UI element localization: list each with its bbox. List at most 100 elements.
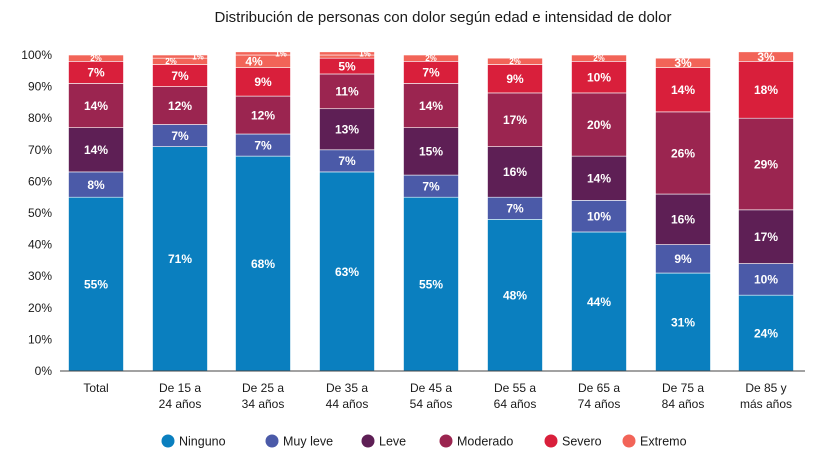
legend: Ninguno Muy leve Leve Moderado Severo Extremo <box>161 434 687 449</box>
bar-data-label: 11% <box>335 85 359 99</box>
bar-data-label: 7% <box>422 179 440 193</box>
data-labels: 55% 8% 14% 14% 7% 2% 71% 7% 12% 7% 2% 1% 68% 7% 12% 9% 4… <box>84 50 778 341</box>
bar-data-label: 68% <box>251 257 275 271</box>
bar-data-label: 10% <box>587 209 611 223</box>
bar-segment <box>68 196 124 372</box>
legend-swatch <box>361 434 375 448</box>
y-tick-label: 70% <box>28 143 52 157</box>
bar-data-label: 2% <box>425 54 437 63</box>
bar-data-label: 2% <box>593 54 605 63</box>
bar-segment <box>319 51 375 56</box>
y-tick-label: 0% <box>35 364 53 378</box>
bar-data-label: 15% <box>419 145 443 159</box>
bar-data-label: 3% <box>757 50 775 64</box>
legend-label: Extremo <box>640 435 687 449</box>
bar-data-label: 10% <box>587 70 611 84</box>
x-tick-label: De 75 a 84 años <box>662 381 705 411</box>
x-tick-label: De 25 a 34 años <box>242 381 285 411</box>
x-axis: Total De 15 a 24 años De 25 a 34 años De 35 a… <box>60 370 805 411</box>
x-tick-label: De 65 a 74 años <box>578 381 621 411</box>
bar-data-label: 44% <box>587 295 611 309</box>
bar-segment <box>235 95 291 135</box>
bar-data-label: 1% <box>275 50 287 59</box>
bar-segment <box>152 54 208 59</box>
legend-label: Ninguno <box>179 435 226 449</box>
bar-data-label: 12% <box>168 99 192 113</box>
bar-segment <box>655 272 711 372</box>
bar-segment <box>403 54 459 62</box>
bar-data-label: 7% <box>171 69 189 83</box>
bar-segment <box>235 67 291 97</box>
bar-segment <box>319 108 375 151</box>
bar-data-label: 14% <box>84 143 108 157</box>
bar-data-label: 20% <box>587 118 611 132</box>
bar-segment <box>487 57 543 65</box>
y-tick-label: 90% <box>28 80 52 94</box>
bar-data-label: 48% <box>503 288 527 302</box>
bar-segment <box>655 111 711 195</box>
bar-data-label: 2% <box>509 57 521 66</box>
bar-data-label: 9% <box>254 75 272 89</box>
bar-data-label: 55% <box>419 277 443 291</box>
bar-data-label: 2% <box>90 54 102 63</box>
bar-data-label: 9% <box>506 72 524 86</box>
bar-segment <box>738 294 794 372</box>
y-tick-label: 50% <box>28 206 52 220</box>
bar-segment <box>68 54 124 62</box>
legend-swatch <box>161 434 175 448</box>
bar-data-label: 18% <box>754 83 778 97</box>
bar-segment <box>655 57 711 68</box>
bar-data-label: 63% <box>335 265 359 279</box>
y-tick-label: 80% <box>28 111 52 125</box>
y-tick-label: 10% <box>28 332 52 346</box>
y-tick-label: 30% <box>28 269 52 283</box>
bar-data-label: 9% <box>674 252 692 266</box>
bar-segment <box>571 155 627 201</box>
bar-data-label: 2% <box>165 57 177 66</box>
bar-segment <box>487 146 543 198</box>
bar-segment <box>319 73 375 110</box>
bar-segment <box>319 171 375 372</box>
bar-segment <box>571 61 627 94</box>
bar-data-label: 17% <box>754 230 778 244</box>
bars <box>68 51 794 372</box>
bar-data-label: 7% <box>171 129 189 143</box>
bar-segment <box>571 231 627 372</box>
bar-data-label: 29% <box>754 157 778 171</box>
bar-segment <box>655 67 711 113</box>
bar-data-label: 14% <box>84 99 108 113</box>
x-tick-label: De 55 a 64 años <box>494 381 537 411</box>
y-tick-label: 40% <box>28 238 52 252</box>
bar-data-label: 7% <box>506 202 524 216</box>
y-axis: 0% 10% 20% 30% 40% 50% 60% 70% 80% 90% 100% <box>21 48 52 378</box>
bar-data-label: 13% <box>335 123 359 137</box>
x-tick-label: Total <box>83 381 108 395</box>
bar-data-label: 14% <box>671 83 695 97</box>
y-tick-label: 20% <box>28 301 52 315</box>
y-tick-label: 60% <box>28 174 52 188</box>
bar-data-label: 1% <box>192 53 204 62</box>
y-tick-label: 100% <box>21 48 52 62</box>
bar-segment <box>738 117 794 211</box>
bar-data-label: 17% <box>503 113 527 127</box>
legend-swatch <box>265 434 279 448</box>
legend-swatch <box>439 434 453 448</box>
bar-data-label: 10% <box>754 273 778 287</box>
legend-label: Leve <box>379 435 406 449</box>
bar-data-label: 8% <box>87 178 105 192</box>
legend-label: Moderado <box>457 435 513 449</box>
bar-segment <box>655 244 711 274</box>
bar-data-label: 7% <box>87 66 105 80</box>
bar-data-label: 7% <box>338 154 356 168</box>
bar-segment <box>738 51 794 62</box>
bar-data-label: 16% <box>671 213 695 227</box>
bar-segment <box>487 219 543 372</box>
x-tick-label: De 35 a 44 años <box>326 381 369 411</box>
bar-data-label: 31% <box>671 315 695 329</box>
bar-segment <box>403 196 459 372</box>
legend-swatch <box>544 434 558 448</box>
bar-data-label: 16% <box>503 165 527 179</box>
bar-data-label: 71% <box>168 252 192 266</box>
x-tick-label: De 85 y más años <box>740 381 792 411</box>
